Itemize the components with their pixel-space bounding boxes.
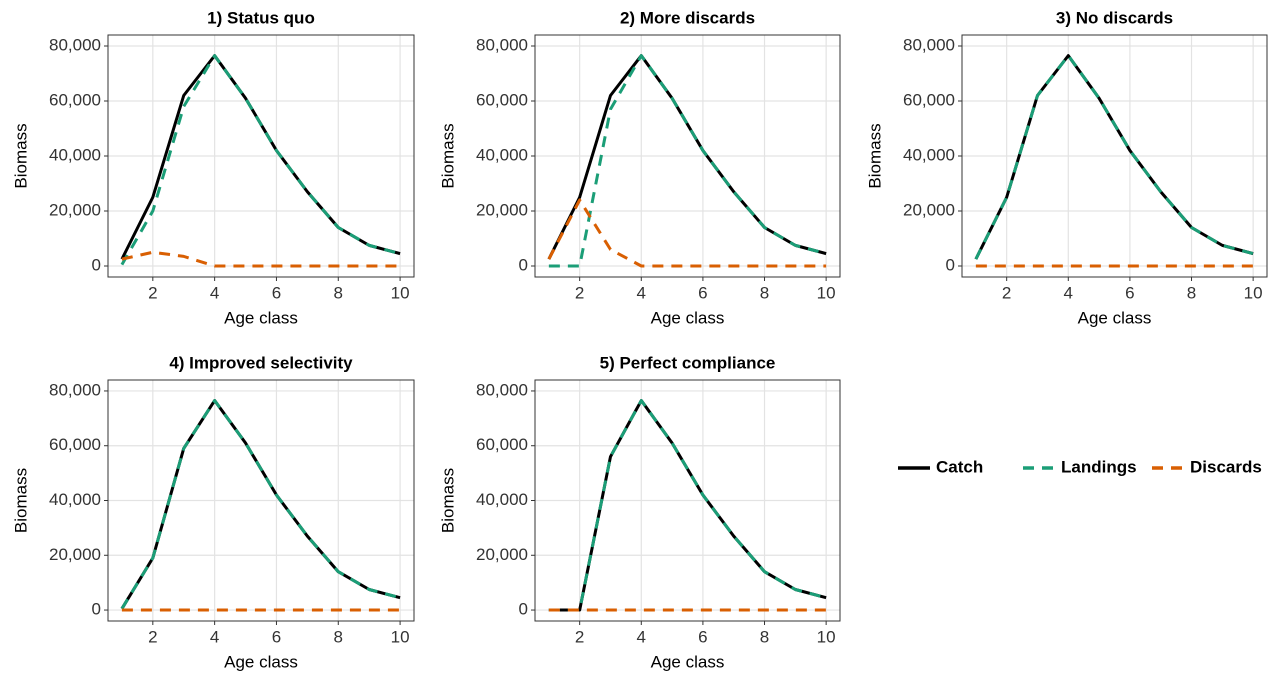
x-tick-label: 2 <box>148 627 157 646</box>
y-tick-label: 40,000 <box>903 145 955 164</box>
y-tick-label: 60,000 <box>476 90 528 109</box>
y-tick-label: 40,000 <box>49 145 101 164</box>
x-tick-label: 6 <box>1125 283 1134 302</box>
y-axis-label: Biomass <box>865 123 884 188</box>
y-tick-label: 0 <box>519 255 528 274</box>
y-tick-label: 0 <box>519 600 528 619</box>
y-tick-label: 60,000 <box>903 90 955 109</box>
x-axis-label: Age class <box>651 652 725 671</box>
series-line <box>121 250 401 268</box>
y-tick-label: 0 <box>92 255 101 274</box>
x-tick-label: 2 <box>575 627 584 646</box>
y-tick-label: 20,000 <box>903 200 955 219</box>
x-tick-label: 10 <box>817 283 836 302</box>
x-tick-label: 4 <box>637 627 646 646</box>
series-line <box>974 54 1254 260</box>
x-axis-label: Age class <box>224 308 298 327</box>
x-tick-label: 8 <box>1187 283 1196 302</box>
x-tick-label: 10 <box>391 627 410 646</box>
x-tick-label: 6 <box>698 283 707 302</box>
series-line <box>547 198 827 268</box>
y-tick-label: 40,000 <box>49 490 101 509</box>
y-tick-label: 0 <box>946 255 955 274</box>
y-tick-label: 40,000 <box>476 490 528 509</box>
legend-label: Landings <box>1061 457 1137 476</box>
panel-title: 4) Improved selectivity <box>169 353 353 372</box>
x-tick-label: 8 <box>760 627 769 646</box>
y-axis-label: Biomass <box>11 123 30 188</box>
y-axis-label: Biomass <box>438 123 457 188</box>
legend-label: Discards <box>1190 457 1262 476</box>
x-tick-label: 8 <box>334 627 343 646</box>
y-tick-label: 80,000 <box>476 35 528 54</box>
y-tick-label: 20,000 <box>49 200 101 219</box>
panel-title: 5) Perfect compliance <box>600 353 776 372</box>
x-tick-label: 6 <box>272 283 281 302</box>
x-tick-label: 4 <box>1064 283 1073 302</box>
y-tick-label: 80,000 <box>49 35 101 54</box>
x-tick-label: 8 <box>334 283 343 302</box>
y-tick-label: 40,000 <box>476 145 528 164</box>
legend-label: Catch <box>936 457 983 476</box>
panel-title: 2) More discards <box>620 8 755 27</box>
y-axis-label: Biomass <box>11 468 30 533</box>
x-tick-label: 8 <box>760 283 769 302</box>
x-tick-label: 2 <box>1002 283 1011 302</box>
panel-title: 3) No discards <box>1056 8 1173 27</box>
panel-title: 1) Status quo <box>207 8 315 27</box>
x-tick-label: 6 <box>698 627 707 646</box>
x-tick-label: 2 <box>148 283 157 302</box>
plot-border <box>961 34 1268 278</box>
x-tick-label: 10 <box>817 627 836 646</box>
x-tick-label: 4 <box>210 627 219 646</box>
series-line <box>548 54 827 268</box>
y-tick-label: 20,000 <box>476 545 528 564</box>
y-tick-label: 20,000 <box>476 200 528 219</box>
plot-border <box>534 379 841 622</box>
x-tick-label: 6 <box>272 627 281 646</box>
y-tick-label: 60,000 <box>476 435 528 454</box>
y-tick-label: 80,000 <box>49 380 101 399</box>
plot-border <box>107 34 415 278</box>
plot-border <box>534 34 841 278</box>
y-axis-label: Biomass <box>438 468 457 533</box>
x-tick-label: 4 <box>210 283 219 302</box>
x-axis-label: Age class <box>651 308 725 327</box>
series-line <box>120 54 401 266</box>
series-line <box>548 399 827 612</box>
y-tick-label: 60,000 <box>49 435 101 454</box>
y-tick-label: 80,000 <box>903 35 955 54</box>
plot-border <box>107 379 415 622</box>
y-tick-label: 0 <box>92 600 101 619</box>
y-tick-label: 60,000 <box>49 90 101 109</box>
series-line <box>120 399 401 610</box>
x-tick-label: 10 <box>1244 283 1263 302</box>
x-axis-label: Age class <box>1078 308 1152 327</box>
y-tick-label: 20,000 <box>49 545 101 564</box>
x-tick-label: 2 <box>575 283 584 302</box>
y-tick-label: 80,000 <box>476 380 528 399</box>
x-axis-label: Age class <box>224 652 298 671</box>
x-tick-label: 10 <box>391 283 410 302</box>
x-tick-label: 4 <box>637 283 646 302</box>
